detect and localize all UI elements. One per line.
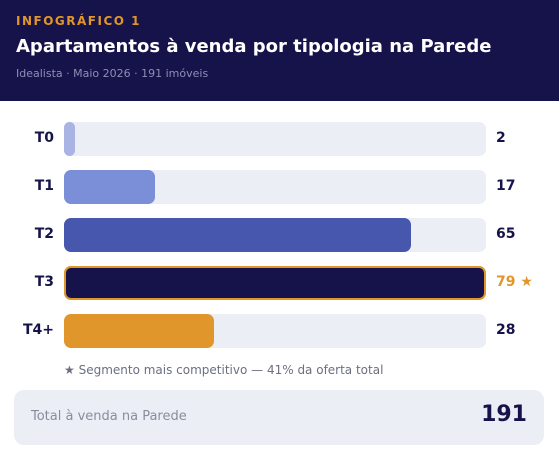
category-label: T1 bbox=[14, 178, 54, 194]
bar-t4-plus bbox=[64, 314, 214, 348]
bar-t3 bbox=[64, 266, 486, 300]
bar-chart: T0 2 T1 17 T2 65 T3 79 ★ T4+ 28 bbox=[0, 101, 559, 381]
category-label: T3 bbox=[14, 274, 54, 290]
total-panel: Total à venda na Parede 191 bbox=[14, 390, 544, 445]
total-label: Total à venda na Parede bbox=[31, 409, 187, 424]
total-value: 191 bbox=[481, 402, 527, 427]
value-label: 28 bbox=[496, 322, 515, 338]
bar-t0 bbox=[64, 122, 75, 156]
value-label: 2 bbox=[496, 130, 506, 146]
bar-t1 bbox=[64, 170, 155, 204]
header: INFOGRÁFICO 1 Apartamentos à venda por t… bbox=[0, 0, 559, 101]
category-label: T0 bbox=[14, 130, 54, 146]
kicker: INFOGRÁFICO 1 bbox=[16, 14, 141, 28]
value-label: 79 ★ bbox=[496, 274, 533, 290]
chart-subtitle: Idealista · Maio 2026 · 191 imóveis bbox=[16, 67, 208, 80]
bar-track bbox=[64, 122, 486, 156]
bar-t2 bbox=[64, 218, 411, 252]
value-label: 17 bbox=[496, 178, 515, 194]
category-label: T2 bbox=[14, 226, 54, 242]
chart-title: Apartamentos à venda por tipologia na Pa… bbox=[16, 36, 491, 57]
category-label: T4+ bbox=[14, 322, 54, 338]
footnote: ★ Segmento mais competitivo — 41% da ofe… bbox=[64, 363, 383, 377]
value-label: 65 bbox=[496, 226, 515, 242]
